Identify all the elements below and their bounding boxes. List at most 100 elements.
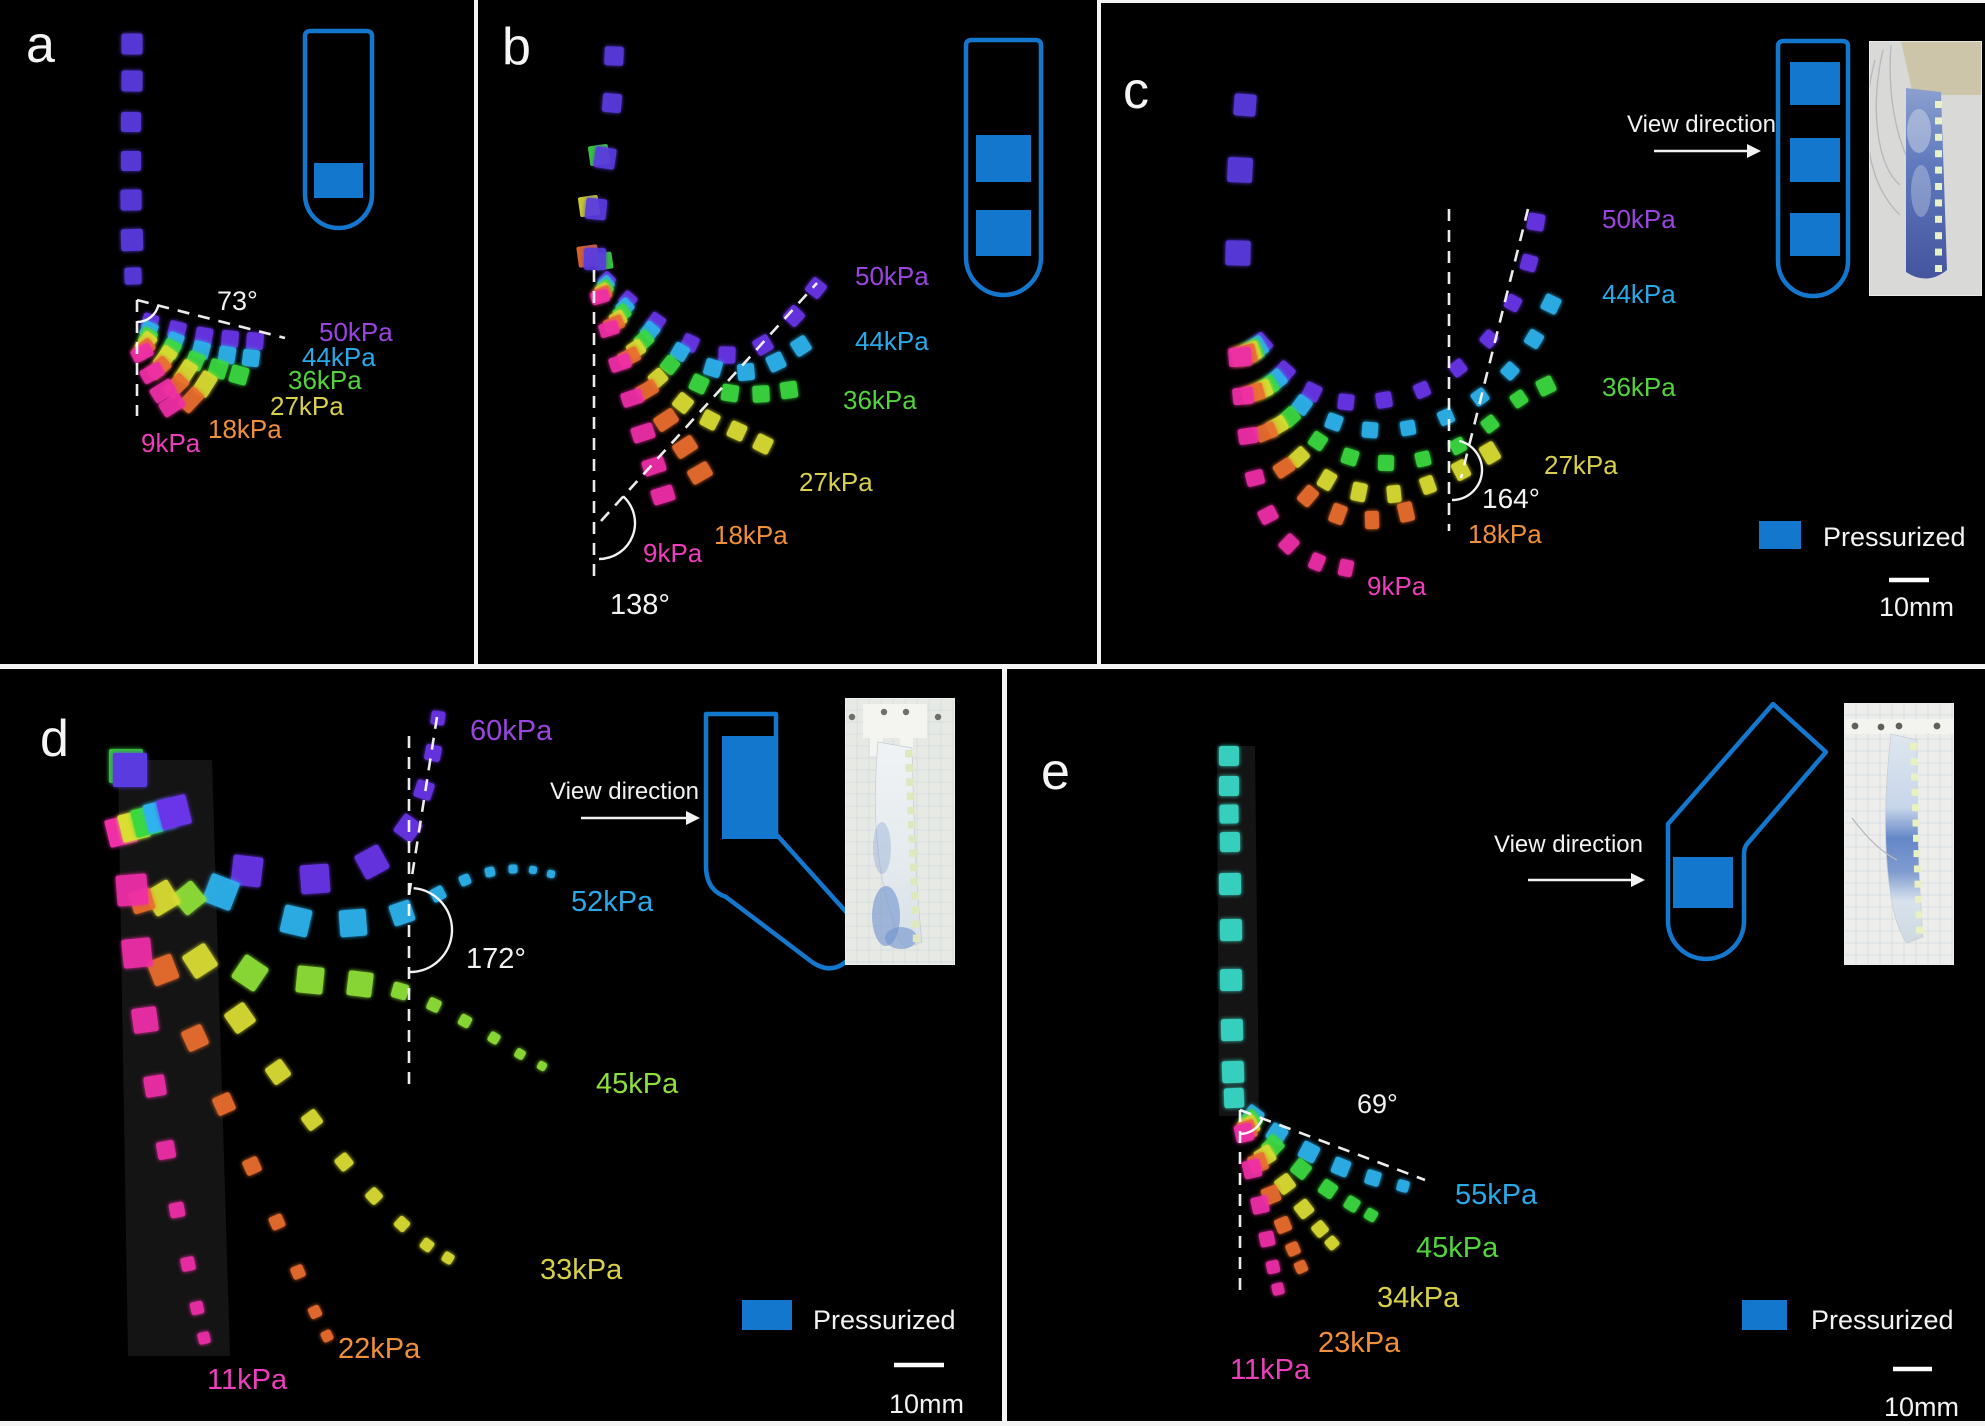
actuator-marker bbox=[752, 385, 770, 403]
dashed-reference-line bbox=[1239, 1108, 1426, 1182]
actuator-marker bbox=[1509, 389, 1529, 409]
pressure-label: 45kPa bbox=[596, 1068, 679, 1100]
actuator-marker bbox=[1448, 436, 1468, 456]
actuator-marker bbox=[1278, 533, 1300, 555]
photo-marker bbox=[1935, 199, 1942, 207]
actuator-marker bbox=[1271, 1282, 1285, 1296]
actuator-marker bbox=[1364, 510, 1380, 530]
pressurized-segment bbox=[722, 736, 778, 839]
panel-c: 50kPa 44kPa 36kPa 27kPa 18kPa 9kPa c 164° View d… bbox=[1123, 38, 1982, 622]
tube-schematic bbox=[963, 37, 1044, 298]
actuator-marker bbox=[1285, 1241, 1301, 1257]
actuator-marker bbox=[149, 378, 177, 404]
actuator-marker bbox=[669, 341, 691, 363]
actuator-marker bbox=[1350, 481, 1368, 503]
actuator-marker bbox=[1375, 391, 1393, 409]
view-direction-label: View direction bbox=[550, 778, 699, 805]
actuator-marker bbox=[242, 1156, 262, 1176]
legend-pressurized-label: Pressurized bbox=[1823, 522, 1966, 552]
actuator-marker bbox=[1414, 450, 1432, 468]
tube-schematic bbox=[302, 28, 375, 231]
photo-marker bbox=[908, 821, 916, 829]
actuator-marker bbox=[220, 329, 240, 349]
actuator-marker bbox=[121, 151, 141, 171]
actuator-marker bbox=[1232, 386, 1254, 406]
legend-pressurized-swatch bbox=[742, 1300, 792, 1330]
actuator-marker bbox=[241, 348, 261, 368]
pressure-label: 9kPa bbox=[141, 428, 201, 458]
dashed-reference-line bbox=[407, 716, 439, 896]
pressure-label: 36kPa bbox=[288, 365, 362, 395]
pressure-label: 18kPa bbox=[714, 520, 788, 550]
dashed-reference-line bbox=[136, 298, 286, 340]
actuator-marker bbox=[1265, 1259, 1281, 1275]
actuator-marker bbox=[1316, 469, 1338, 491]
actuator-marker bbox=[224, 1002, 256, 1034]
actuator-marker bbox=[307, 1304, 323, 1320]
scale-bar-label: 10mm bbox=[1884, 1392, 1959, 1421]
angle-arc bbox=[1239, 1118, 1264, 1136]
panel-letter: d bbox=[40, 710, 69, 768]
actuator-marker bbox=[752, 334, 774, 356]
actuator-marker bbox=[653, 408, 679, 432]
actuator-marker bbox=[246, 332, 264, 350]
pressurized-segment bbox=[976, 135, 1031, 182]
actuator-marker bbox=[1241, 1158, 1263, 1180]
angle-value-label: 69° bbox=[1357, 1089, 1398, 1119]
actuator-marker bbox=[390, 981, 410, 1001]
actuator-marker bbox=[1291, 394, 1313, 416]
actuator-marker bbox=[1218, 872, 1242, 896]
marker-chain-9kPa bbox=[1228, 346, 1355, 578]
actuator-marker bbox=[1233, 93, 1257, 117]
photo-marker bbox=[1915, 911, 1923, 919]
actuator-marker bbox=[393, 1215, 411, 1233]
pressure-label: 60kPa bbox=[470, 715, 553, 747]
photo-screw bbox=[848, 713, 856, 721]
actuator-marker bbox=[268, 1213, 286, 1231]
actuator-marker bbox=[217, 345, 237, 365]
actuator-marker bbox=[790, 335, 812, 357]
photo-screw bbox=[1877, 723, 1885, 731]
actuator-marker bbox=[598, 320, 620, 338]
actuator-marker bbox=[1225, 240, 1251, 266]
photo-screw bbox=[880, 708, 888, 716]
arrow-head-icon bbox=[686, 811, 700, 825]
marker-chain-9kPa bbox=[130, 342, 186, 418]
actuator-marker bbox=[230, 854, 264, 888]
actuator-marker bbox=[1396, 1179, 1410, 1193]
actuator-marker bbox=[295, 965, 325, 995]
actuator-marker bbox=[1296, 484, 1320, 508]
scale-bar-label: 10mm bbox=[889, 1389, 964, 1419]
actuator-marker bbox=[1412, 380, 1432, 400]
actuator-marker bbox=[1219, 776, 1239, 796]
photo-screw bbox=[934, 713, 942, 721]
photo-marker bbox=[1915, 896, 1922, 903]
actuator-marker bbox=[457, 1013, 473, 1029]
actuator-marker bbox=[413, 779, 435, 801]
actuator-marker bbox=[1228, 346, 1252, 368]
photo-marker bbox=[905, 764, 914, 772]
photo-marker bbox=[1910, 758, 1918, 766]
pressure-label: 52kPa bbox=[571, 886, 654, 918]
photo-marker bbox=[1935, 117, 1942, 125]
actuator-marker bbox=[426, 997, 442, 1013]
actuator-marker bbox=[659, 354, 681, 376]
panel-letter: a bbox=[26, 16, 55, 74]
actuator-marker bbox=[441, 1251, 455, 1265]
actuator-marker bbox=[1361, 421, 1379, 439]
actuator-marker bbox=[1337, 558, 1355, 578]
actuator-photo bbox=[1844, 703, 1954, 965]
photo-marker bbox=[1910, 743, 1917, 750]
photo-marker bbox=[910, 877, 918, 886]
dashed-reference-line bbox=[600, 282, 818, 522]
actuator-marker bbox=[1258, 1230, 1276, 1248]
photo-marker bbox=[1914, 865, 1921, 873]
actuator-marker bbox=[590, 288, 610, 306]
dashed-reference-line bbox=[1459, 208, 1530, 479]
actuator-marker bbox=[1219, 746, 1239, 766]
actuator-marker bbox=[783, 305, 805, 327]
photo-fixture bbox=[1901, 41, 1982, 95]
actuator-marker bbox=[131, 1006, 159, 1034]
photo-marker bbox=[912, 934, 921, 943]
legend-pressurized-swatch bbox=[1742, 1300, 1787, 1330]
